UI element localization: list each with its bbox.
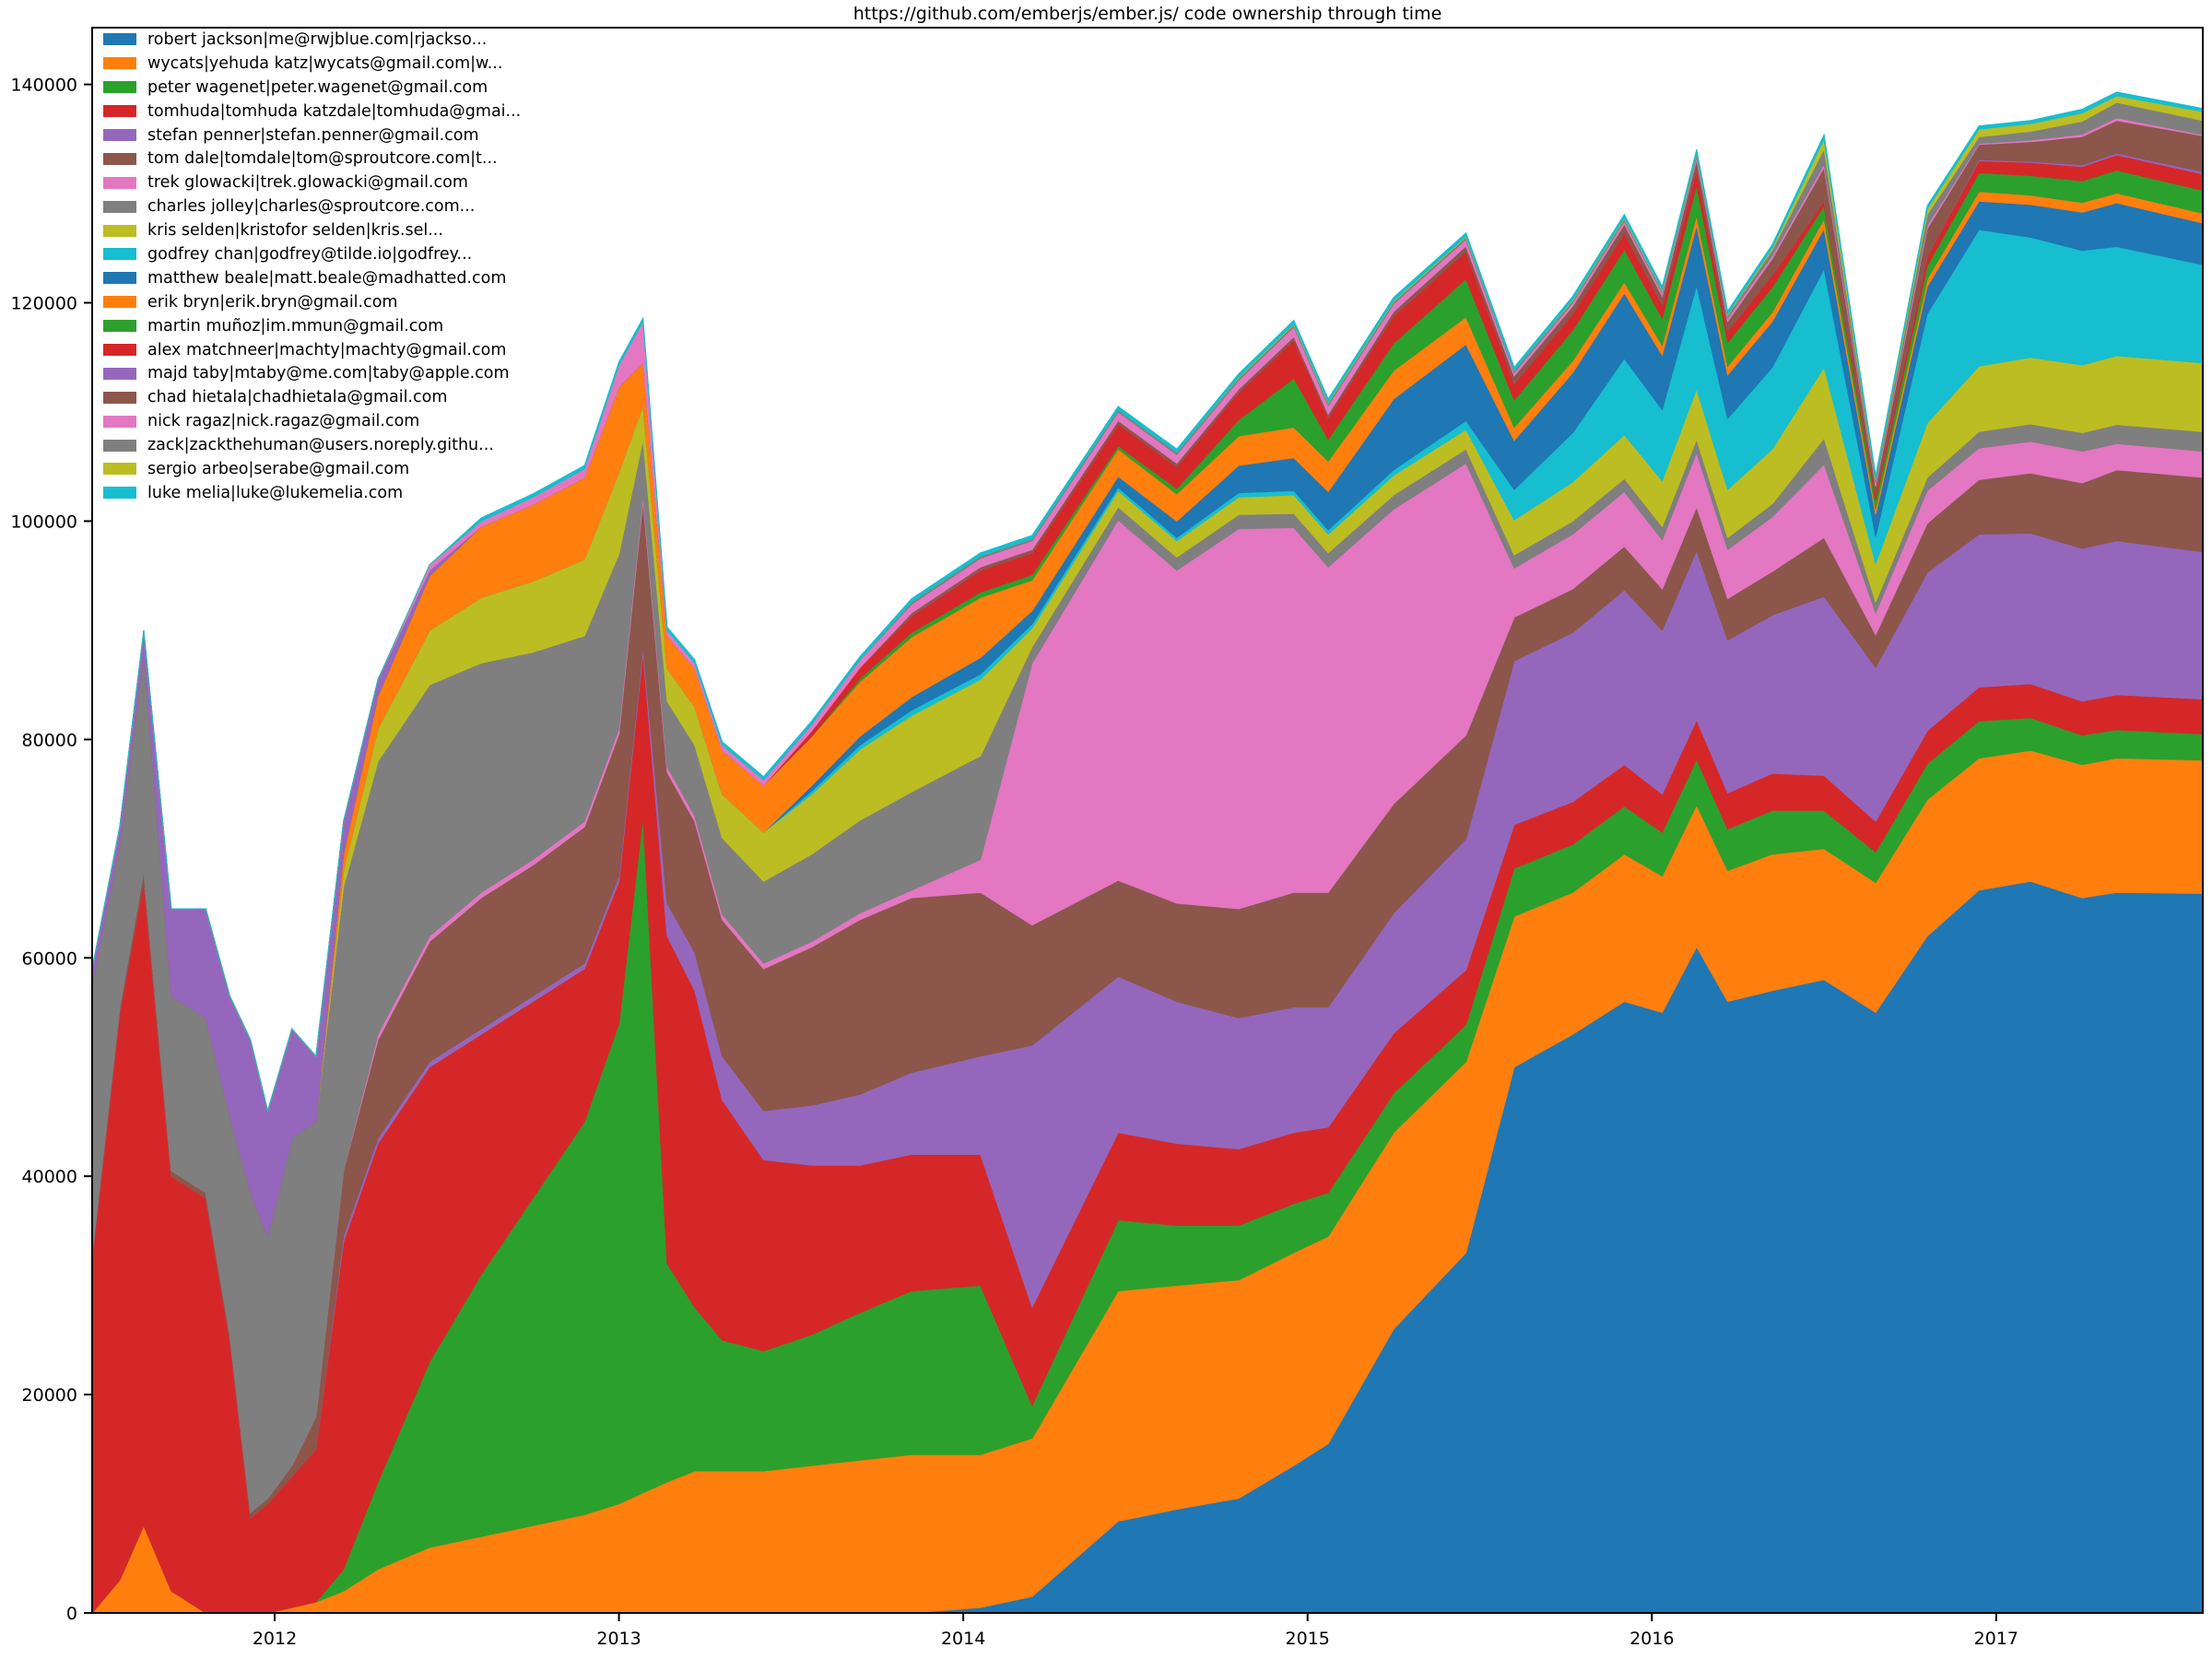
legend-label: matthew beale|matt.beale@madhatted.com: [147, 268, 507, 288]
legend-item: sergio arbeo|serabe@gmail.com: [103, 457, 521, 481]
legend-label: martin muñoz|im.mmun@gmail.com: [147, 316, 444, 335]
legend-item: robert jackson|me@rwjblue.com|rjackso...: [103, 28, 521, 52]
legend-swatch: [103, 152, 136, 165]
legend-swatch: [103, 57, 136, 70]
legend-swatch: [103, 272, 136, 285]
legend-swatch: [103, 129, 136, 141]
legend-item: wycats|yehuda katz|wycats@gmail.com|w...: [103, 52, 521, 76]
legend-swatch: [103, 344, 136, 357]
legend-label: luke melia|luke@lukemelia.com: [147, 483, 404, 502]
legend-item: alex matchneer|machty|machty@gmail.com: [103, 338, 521, 362]
legend-label: nick ragaz|nick.ragaz@gmail.com: [147, 412, 420, 431]
legend-item: tom dale|tomdale|tom@sproutcore.com|t...: [103, 147, 521, 171]
x-tick-label: 2013: [596, 1629, 641, 1649]
legend-item: tomhuda|tomhuda katzdale|tomhuda@gmai...: [103, 100, 521, 124]
legend-label: erik bryn|erik.bryn@gmail.com: [147, 292, 398, 312]
legend-label: wycats|yehuda katz|wycats@gmail.com|w...: [147, 53, 503, 73]
legend-label: tom dale|tomdale|tom@sproutcore.com|t...: [147, 149, 498, 169]
legend-swatch: [103, 176, 136, 189]
legend-item: majd taby|mtaby@me.com|taby@apple.com: [103, 361, 521, 385]
legend-label: godfrey chan|godfrey@tilde.io|godfrey...: [147, 244, 473, 264]
legend-item: matthew beale|matt.beale@madhatted.com: [103, 266, 521, 290]
x-tick-label: 2012: [253, 1629, 297, 1649]
y-tick-label: 100000: [10, 512, 77, 532]
legend-item: erik bryn|erik.bryn@gmail.com: [103, 290, 521, 314]
legend-label: zack|zackthehuman@users.noreply.githu...: [147, 436, 494, 455]
y-tick-label: 0: [66, 1604, 77, 1624]
legend-swatch: [103, 33, 136, 46]
legend-swatch: [103, 296, 136, 309]
legend-label: stefan penner|stefan.penner@gmail.com: [147, 125, 479, 145]
legend-swatch: [103, 415, 136, 428]
legend-label: majd taby|mtaby@me.com|taby@apple.com: [147, 364, 510, 383]
legend-item: kris selden|kristofor selden|kris.sel...: [103, 218, 521, 242]
legend-label: peter wagenet|peter.wagenet@gmail.com: [147, 77, 488, 97]
legend-label: tomhuda|tomhuda katzdale|tomhuda@gmai...: [147, 101, 522, 121]
legend-item: martin muñoz|im.mmun@gmail.com: [103, 314, 521, 338]
legend-item: zack|zackthehuman@users.noreply.githu...: [103, 433, 521, 457]
y-tick-label: 20000: [22, 1385, 77, 1406]
legend-label: trek glowacki|trek.glowacki@gmail.com: [147, 173, 468, 193]
y-tick-label: 140000: [10, 76, 77, 96]
legend-label: robert jackson|me@rwjblue.com|rjackso...: [147, 29, 488, 49]
legend-label: kris selden|kristofor selden|kris.sel...: [147, 221, 443, 241]
chart-title: https://github.com/emberjs/ember.js/ cod…: [853, 4, 1442, 24]
legend-swatch: [103, 320, 136, 333]
legend: robert jackson|me@rwjblue.com|rjackso...…: [103, 28, 521, 505]
legend-swatch: [103, 487, 136, 500]
legend-item: peter wagenet|peter.wagenet@gmail.com: [103, 76, 521, 100]
plot-border: [91, 27, 2204, 1614]
legend-item: luke melia|luke@lukemelia.com: [103, 481, 521, 505]
legend-swatch: [103, 224, 136, 237]
legend-swatch: [103, 367, 136, 380]
legend-item: charles jolley|charles@sproutcore.com...: [103, 194, 521, 218]
x-tick-label: 2016: [1630, 1629, 1674, 1649]
y-tick-label: 60000: [22, 948, 77, 969]
legend-label: sergio arbeo|serabe@gmail.com: [147, 459, 410, 478]
legend-swatch: [103, 81, 136, 94]
legend-swatch: [103, 439, 136, 452]
y-tick-label: 80000: [22, 730, 77, 750]
x-tick-label: 2017: [1974, 1629, 2018, 1649]
legend-item: trek glowacki|trek.glowacki@gmail.com: [103, 171, 521, 194]
legend-swatch: [103, 105, 136, 118]
legend-label: alex matchneer|machty|machty@gmail.com: [147, 340, 507, 359]
legend-item: godfrey chan|godfrey@tilde.io|godfrey...: [103, 242, 521, 266]
legend-swatch: [103, 463, 136, 476]
legend-item: nick ragaz|nick.ragaz@gmail.com: [103, 409, 521, 433]
legend-swatch: [103, 200, 136, 213]
x-tick-label: 2014: [941, 1629, 985, 1649]
legend-swatch: [103, 248, 136, 261]
legend-label: chad hietala|chadhietala@gmail.com: [147, 388, 448, 407]
legend-label: charles jolley|charles@sproutcore.com...: [147, 197, 476, 217]
legend-swatch: [103, 391, 136, 404]
y-tick-label: 40000: [22, 1167, 77, 1187]
legend-item: chad hietala|chadhietala@gmail.com: [103, 385, 521, 409]
y-tick-label: 120000: [10, 294, 77, 314]
x-tick-label: 2015: [1286, 1629, 1330, 1649]
legend-item: stefan penner|stefan.penner@gmail.com: [103, 124, 521, 147]
